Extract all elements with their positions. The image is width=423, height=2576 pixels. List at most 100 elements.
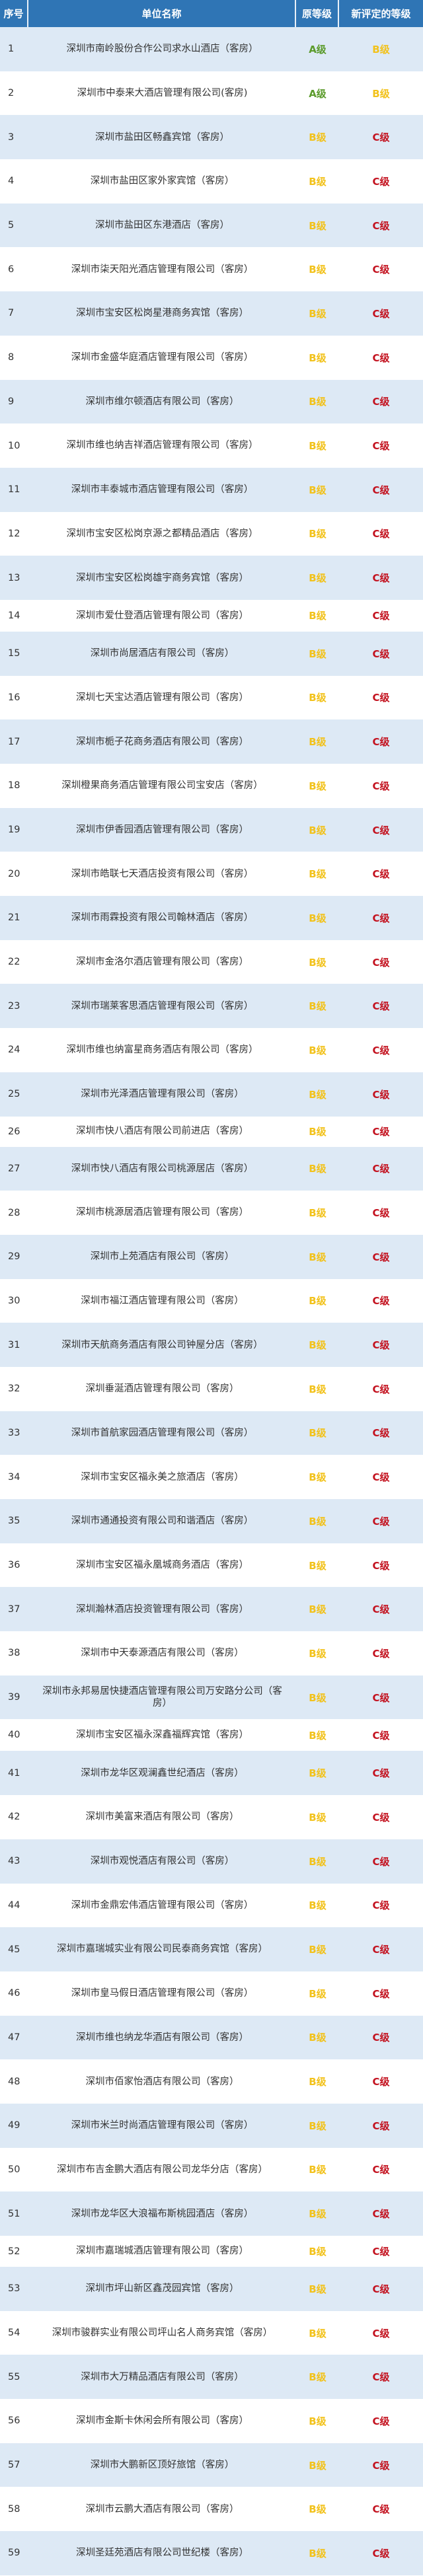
table-row: 12 深圳市宝安区松岗京源之都精品酒店（客房） B级 C级 <box>0 511 423 556</box>
unit-name: 深圳市爱仕登酒店管理有限公司（客房） <box>76 610 249 621</box>
old-grade: B级 <box>309 484 327 496</box>
table-row: 10 深圳市维也纳吉祥酒店管理有限公司（客房） B级 C级 <box>0 423 423 468</box>
table-row: 54 深圳市骏群实业有限公司坪山名人商务宾馆（客房） B级 C级 <box>0 2310 423 2355</box>
row-number: 10 <box>8 440 20 451</box>
old-grade: B级 <box>309 1295 327 1307</box>
old-grade: B级 <box>309 647 327 660</box>
table-body: 1 深圳市南岭股份合作公司求水山酒店（客房） A级 B级 2 深圳市中泰来大酒店管理有限公… <box>0 27 423 2575</box>
old-grade: B级 <box>309 2208 327 2221</box>
new-grade: C级 <box>372 1044 390 1056</box>
old-grade: B级 <box>309 1044 327 1056</box>
row-number: 15 <box>8 648 20 659</box>
new-grade: C级 <box>372 484 390 496</box>
old-grade: B级 <box>309 692 327 704</box>
row-number: 39 <box>8 1692 20 1703</box>
table-row: 23 深圳市瑞莱客思酒店管理有限公司（客房） B级 C级 <box>0 984 423 1029</box>
old-grade: B级 <box>309 572 327 585</box>
new-grade: C级 <box>372 175 390 188</box>
row-number: 45 <box>8 1944 20 1955</box>
unit-name: 深圳市龙华区观澜鑫世纪酒店（客房） <box>81 1767 244 1779</box>
unit-name: 深圳市金斯卡休闲会所有限公司（客房） <box>76 2415 249 2427</box>
old-grade: B级 <box>309 1987 327 2000</box>
row-number: 26 <box>8 1126 20 1137</box>
new-grade: C级 <box>372 264 390 276</box>
table-row: 26 深圳市快八酒店有限公司前进店（客房） B级 C级 <box>0 1116 423 1147</box>
row-number: 19 <box>8 825 20 836</box>
table-row: 7 深圳市宝安区松岗星港商务宾馆（客房） B级 C级 <box>0 291 423 336</box>
table-row: 58 深圳市云鹏大酒店有限公司（客房） B级 C级 <box>0 2487 423 2532</box>
unit-name: 深圳市中天泰源酒店有限公司（客房） <box>81 1648 244 1659</box>
table-row: 56 深圳市金斯卡休闲会所有限公司（客房） B级 C级 <box>0 2399 423 2443</box>
new-grade: C级 <box>372 692 390 704</box>
new-grade: B级 <box>372 87 390 100</box>
row-number: 33 <box>8 1427 20 1438</box>
new-grade: C级 <box>372 1559 390 1572</box>
old-grade: A级 <box>309 87 327 100</box>
old-grade: B级 <box>309 1339 327 1352</box>
old-grade: B级 <box>309 780 327 792</box>
unit-name: 深圳市雨霖投资有限公司翰林酒店（客房） <box>71 912 254 924</box>
row-number: 42 <box>8 1812 20 1823</box>
unit-name: 深圳市尚居酒店有限公司（客房） <box>90 648 235 659</box>
row-number: 37 <box>8 1603 20 1615</box>
unit-name: 深圳市盐田区畅鑫宾馆（客房） <box>95 131 229 143</box>
unit-name: 深圳市伊香园酒店管理有限公司（客房） <box>76 824 249 835</box>
table-row: 6 深圳市柒天阳光酒店管理有限公司（客房） B级 C级 <box>0 247 423 292</box>
row-number: 55 <box>8 2371 20 2382</box>
table-row: 38 深圳市中天泰源酒店有限公司（客房） B级 C级 <box>0 1631 423 1675</box>
header-new-grade: 新评定的等级 <box>351 8 411 20</box>
table-row: 36 深圳市宝安区福永凰城商务酒店（客房） B级 C级 <box>0 1543 423 1588</box>
old-grade: B级 <box>309 131 327 144</box>
old-grade: B级 <box>309 1647 327 1660</box>
table-row: 24 深圳市维也纳富星商务酒店有限公司（客房） B级 C级 <box>0 1028 423 1072</box>
unit-name: 深圳市宝安区福永美之旅酒店（客房） <box>81 1471 244 1483</box>
old-grade: B级 <box>309 1603 327 1616</box>
unit-name: 深圳市柒天阳光酒店管理有限公司（客房） <box>71 264 254 275</box>
unit-name: 深圳市快八酒店有限公司桃源居店（客房） <box>71 1163 254 1174</box>
new-grade: C级 <box>372 1899 390 1912</box>
row-number: 30 <box>8 1295 20 1306</box>
old-grade: B级 <box>309 307 327 320</box>
table-row: 34 深圳市宝安区福永美之旅酒店（客房） B级 C级 <box>0 1455 423 1499</box>
old-grade: B级 <box>309 1944 327 1956</box>
new-grade: C级 <box>372 1251 390 1263</box>
table-row: 42 深圳市美富来酒店有限公司（客房） B级 C级 <box>0 1795 423 1839</box>
unit-name: 深圳市福江酒店管理有限公司（客房） <box>81 1295 244 1306</box>
row-number: 7 <box>8 308 15 319</box>
old-grade: B级 <box>309 2547 327 2559</box>
row-number: 27 <box>8 1163 20 1174</box>
old-grade: B级 <box>309 1000 327 1013</box>
unit-name: 深圳市米兰时尚酒店管理有限公司（客房） <box>71 2120 254 2131</box>
unit-name: 深圳市维也纳吉祥酒店管理有限公司（客房） <box>66 440 258 451</box>
old-grade: B级 <box>309 219 327 232</box>
old-grade: B级 <box>309 956 327 969</box>
table-row: 55 深圳市大万精品酒店有限公司（客房） B级 C级 <box>0 2355 423 2400</box>
new-grade: C级 <box>372 1944 390 1956</box>
table-row: 17 深圳市栀子花商务酒店有限公司（客房） B级 C级 <box>0 719 423 764</box>
table-row: 47 深圳市维也纳龙华酒店有限公司（客房） B级 C级 <box>0 2015 423 2060</box>
table-row: 59 深圳圣廷苑酒店有限公司世纪楼（客房） B级 C级 <box>0 2531 423 2575</box>
table-row: 3 深圳市盐田区畅鑫宾馆（客房） B级 C级 <box>0 115 423 160</box>
row-number: 47 <box>8 2032 20 2043</box>
new-grade: C级 <box>372 2119 390 2132</box>
table-row: 1 深圳市南岭股份合作公司求水山酒店（客房） A级 B级 <box>0 27 423 71</box>
unit-name: 深圳市宝安区松岗京源之都精品酒店（客房） <box>66 528 258 539</box>
new-grade: C级 <box>372 1339 390 1352</box>
unit-name: 深圳市栀子花商务酒店有限公司（客房） <box>76 736 249 747</box>
new-grade: C级 <box>372 824 390 836</box>
row-number: 49 <box>8 2120 20 2131</box>
table-row: 40 深圳市宝安区福永深鑫福辉宾馆（客房） B级 C级 <box>0 1719 423 1751</box>
row-number: 23 <box>8 1000 20 1012</box>
table-row: 39 深圳市永邦易居快捷酒店管理有限公司万安路分公司（客房） B级 C级 <box>0 1675 423 1720</box>
header-name: 单位名称 <box>28 0 296 27</box>
row-number: 11 <box>8 484 20 496</box>
old-grade: B级 <box>309 2415 327 2427</box>
unit-name: 深圳市宝安区福永深鑫福辉宾馆（客房） <box>76 1730 249 1741</box>
row-number: 18 <box>8 780 20 791</box>
unit-name: 深圳圣廷苑酒店有限公司世纪楼（客房） <box>76 2548 249 2559</box>
old-grade: B级 <box>309 175 327 188</box>
new-grade: C级 <box>372 2371 390 2384</box>
header-no: 序号 <box>0 0 28 27</box>
row-number: 14 <box>8 610 20 621</box>
